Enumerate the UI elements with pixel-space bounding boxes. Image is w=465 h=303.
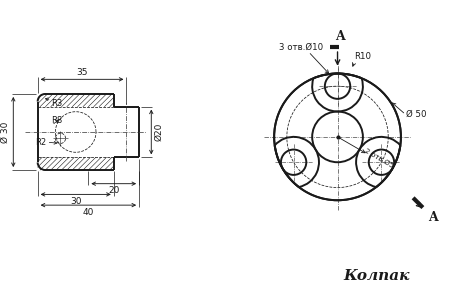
Text: R10: R10 <box>355 52 372 61</box>
Text: R2: R2 <box>35 138 46 147</box>
Text: 3 отв.Ø10: 3 отв.Ø10 <box>279 42 323 52</box>
Text: 30: 30 <box>70 197 81 206</box>
Text: A: A <box>335 30 345 43</box>
Text: Ø 50: Ø 50 <box>406 110 426 119</box>
Text: A: A <box>428 211 438 224</box>
Text: Ø 30: Ø 30 <box>0 121 9 143</box>
Text: R3: R3 <box>52 99 63 108</box>
Text: R8: R8 <box>52 116 63 125</box>
Text: 40: 40 <box>83 208 94 217</box>
Text: Колпак: Колпак <box>343 269 410 283</box>
Text: 2 отв.Ø5: 2 отв.Ø5 <box>363 147 394 168</box>
Text: 35: 35 <box>76 68 88 77</box>
Text: 20: 20 <box>108 186 120 195</box>
Text: Ø20: Ø20 <box>154 123 163 141</box>
